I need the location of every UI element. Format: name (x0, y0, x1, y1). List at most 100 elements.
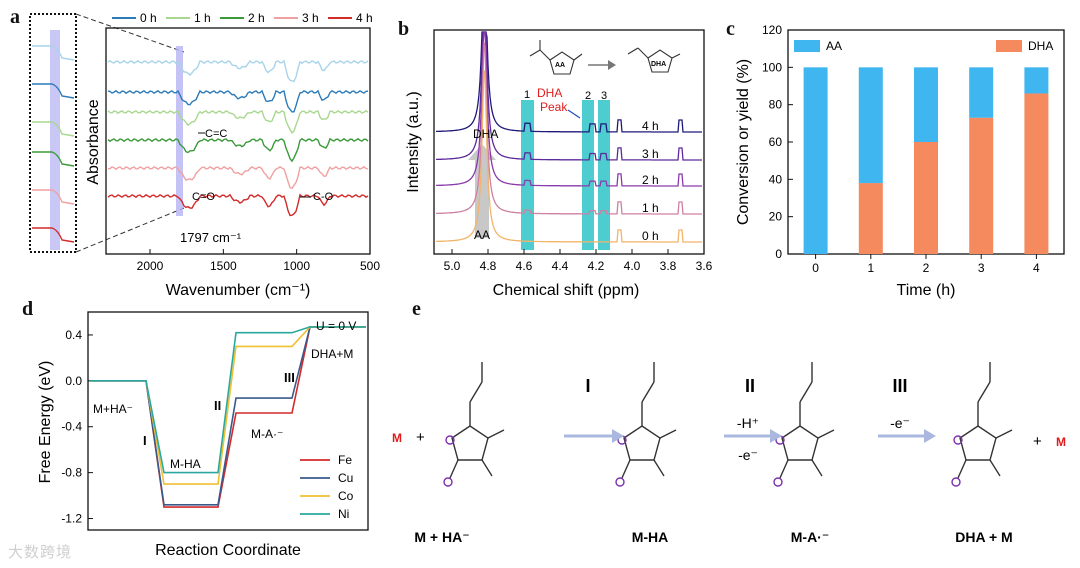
energy-plot-frame (87, 311, 369, 531)
ftir-ylabel: Absorbance (85, 99, 102, 184)
nmr-xtick-label: 3.8 (660, 259, 677, 273)
label-dha-peak-1: DHA (537, 86, 562, 100)
bar-xtick-label: 0 (812, 261, 819, 275)
oxygen-atom-icon (951, 477, 961, 487)
watermark: 大数跨境 (8, 544, 73, 561)
oxygen-atom-icon (953, 435, 963, 445)
metal-m-left: M (392, 431, 402, 445)
bar-xlabel: Time (h) (897, 282, 956, 299)
legend-dha-swatch (996, 40, 1022, 52)
nmr-time-label: 3 h (642, 147, 659, 161)
dha-molecule-sketch (627, 47, 681, 73)
arrowhead-step-3 (924, 429, 936, 443)
ring-substituent-bond (653, 459, 665, 477)
step-label-1: I (143, 433, 147, 448)
label-dha-arrow: DHA (473, 127, 498, 141)
ftir-legend-label: 4 h (356, 11, 373, 25)
oxygen-atom-icon (615, 477, 625, 487)
ring-substituent-bond (481, 459, 493, 477)
aa-molecule-label: AA (555, 62, 565, 69)
panel-label-b: b (398, 18, 410, 40)
step-label-3: III (284, 370, 295, 385)
energy-ylabel: Free Energy (eV) (37, 361, 54, 484)
arrowhead-step-2 (770, 429, 782, 443)
arrowhead-step-1 (612, 429, 624, 443)
legend-aa-swatch (794, 40, 820, 52)
nmr-xtick-label: 4.8 (480, 259, 497, 273)
nmr-xtick-label: 5.0 (444, 259, 461, 273)
panel-label-a: a (10, 6, 20, 28)
inset-spectrum-line (32, 189, 75, 205)
conversion-bar-chart: 0 20 40 60 80 100 120 0 1 2 3 4 AA DHA Time (h) Con… (735, 23, 1065, 299)
energy-ytick-label: -0.8 (61, 466, 82, 480)
side-chain-bond (641, 381, 655, 403)
zoom-inset-box (29, 13, 77, 253)
ftir-highlight-band (176, 46, 183, 216)
nmr-spectrum-line (436, 31, 702, 187)
nmr-xtick-label: 4.0 (624, 259, 641, 273)
ftir-plot-frame (105, 27, 371, 255)
zoom-connector-top (75, 13, 185, 53)
bar-ytick-label: 120 (762, 23, 782, 37)
ftir-spectrum-line (107, 137, 369, 163)
state-label-2: M-HA (170, 457, 201, 471)
energy-ytick-label: -1.2 (61, 512, 82, 526)
bar-dha-4 (1024, 93, 1049, 254)
energy-legend-label: Fe (338, 453, 352, 467)
dha-peak-pointer (567, 109, 581, 119)
molecule-m-a (781, 425, 819, 461)
step-label-2: II (214, 398, 221, 413)
inset-spectrum-line (32, 227, 75, 243)
ring-substituent-bond (659, 429, 677, 439)
carbonyl-bond (779, 459, 789, 479)
nmr-plot-frame (433, 29, 705, 255)
panel-label-c: c (726, 18, 735, 40)
bar-xtick-label: 1 (867, 261, 874, 275)
zoom-connector-bottom (75, 207, 185, 253)
inset-spectrum-line (32, 45, 75, 61)
bar-ytick-label: 0 (775, 247, 782, 261)
carbonyl-bond (449, 459, 459, 479)
molecule-dha (959, 425, 997, 461)
note-minus-e-1: -e⁻ (738, 447, 758, 463)
state-label-1: M+HA⁻ (93, 402, 133, 416)
nmr-xtick-label: 4.2 (588, 259, 605, 273)
ftir-legend-label: 0 h (140, 11, 157, 25)
annotation-c-o: C-O (313, 191, 334, 203)
nmr-xtick-label: 4.6 (516, 259, 533, 273)
energy-legend-label: Cu (338, 471, 353, 485)
bar-ytick-label: 100 (762, 60, 782, 74)
ftir-legend-label: 3 h (302, 11, 319, 25)
ftir-xtick-label: 500 (360, 259, 380, 273)
state-label-3: M-A·⁻ (251, 427, 283, 441)
nmr-peak1-band (521, 100, 534, 250)
inset-highlight-band (50, 30, 60, 250)
caption-3: M-A·⁻ (791, 529, 830, 545)
nmr-time-label: 0 h (642, 229, 659, 243)
caption-2: M-HA (632, 529, 669, 545)
annotation-co: C=O (192, 191, 215, 203)
nmr-xtick-label: 4.4 (552, 259, 569, 273)
bar-xtick-label: 2 (923, 261, 930, 275)
annotation-1797: 1797 cm⁻¹ (180, 230, 242, 245)
panel-label-d: d (22, 298, 34, 320)
energy-legend-label: Co (338, 489, 354, 503)
dha-molecule-label: DHA (651, 61, 666, 68)
oxygen-atom-icon (773, 477, 783, 487)
bar-dha-3 (969, 117, 994, 254)
ring-substituent-bond (817, 429, 835, 439)
ftir-spectrum-line (107, 109, 369, 135)
carbonyl-bond (957, 459, 967, 479)
bar-aa-1 (858, 67, 883, 184)
energy-ytick-label: 0.0 (65, 374, 82, 388)
nmr-spectrum-line (436, 31, 702, 133)
molecule-ha (451, 425, 489, 461)
nmr-spectrum-line (436, 31, 702, 161)
bar-xtick-label: 4 (1033, 261, 1040, 275)
bar-aa-0 (803, 67, 828, 254)
bar-aa-2 (914, 67, 938, 142)
step-e-3: III (892, 376, 907, 396)
ring-substituent-bond (989, 459, 1001, 477)
reaction-arrowhead-b (608, 60, 616, 70)
ftir-xtick-label: 1000 (283, 259, 310, 273)
